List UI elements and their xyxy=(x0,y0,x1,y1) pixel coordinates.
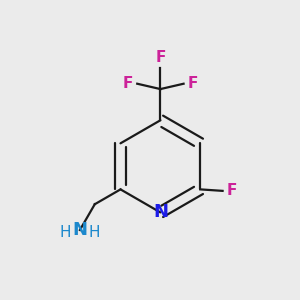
Text: N: N xyxy=(153,203,168,221)
Text: H: H xyxy=(88,225,100,240)
Text: N: N xyxy=(72,221,87,239)
Text: F: F xyxy=(188,76,198,91)
Text: F: F xyxy=(123,76,133,91)
Text: F: F xyxy=(226,183,237,198)
Text: H: H xyxy=(60,225,71,240)
Text: F: F xyxy=(155,50,166,65)
